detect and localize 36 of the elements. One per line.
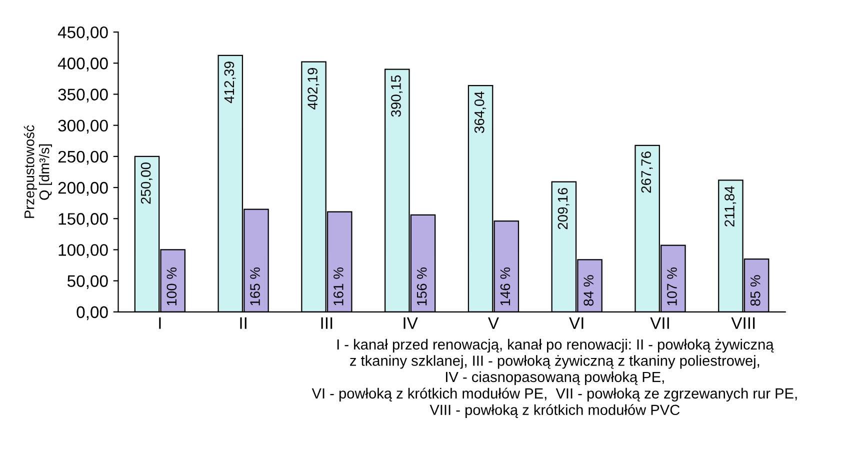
data-label: 390,15 [391, 75, 403, 117]
x-tick-label: II [240, 317, 246, 329]
data-label: 146 % [500, 267, 510, 306]
data-label: 364,04 [474, 91, 486, 134]
y-tick-label: 200,00 [58, 182, 108, 196]
data-label: 267,76 [641, 152, 653, 193]
data-label: 156 % [416, 267, 427, 306]
y-tick-label: 450,00 [58, 26, 108, 40]
data-label: 209,16 [558, 188, 570, 230]
y-tick-label: 250,00 [58, 150, 108, 165]
data-label: 211,84 [724, 186, 736, 226]
y-tick-label: 400,00 [58, 58, 108, 72]
x-tick-label: IV [404, 317, 418, 329]
y-tick-label: 0,00 [76, 306, 108, 320]
text: I - kanał przed renowacją, kanał po renowacji: II - powłoką żywiczną z tkaniny szklanej, III - powłoką żywiczną z tkaniny poliestrowej, IV - ciasnopasowaną powłoką PE, VI - powłoką z krótkich modułów PE, VII - powłoką ze zgrzewanych rur PE, VIII - powłoką z krótkich modułów PVC [312, 338, 797, 418]
y-tick-label: 300,00 [58, 120, 108, 134]
data-label: 165 % [250, 267, 260, 306]
x-tick-label: VI [569, 317, 584, 329]
x-tick-label: I [159, 317, 161, 329]
x-tick-label: V [488, 317, 499, 329]
data-label: 250,00 [140, 162, 152, 204]
y-tick-label: 50,00 [67, 275, 108, 289]
data-label: 412,39 [224, 62, 236, 104]
data-label: 84 % [584, 275, 594, 306]
data-label: 161 % [334, 267, 344, 306]
data-label: 402,19 [308, 68, 320, 110]
y-tick-label: 350,00 [58, 88, 108, 102]
data-label: 85 % [750, 275, 760, 306]
y-tick-label: 100,00 [58, 244, 108, 258]
data-label: 100 % [166, 267, 177, 306]
x-tick-label: VIII [731, 317, 755, 329]
x-tick-label: III [321, 317, 332, 329]
y-tick-label: 150,00 [58, 213, 108, 227]
y-axis-title: Przepustowość Q [dm³/s] [24, 125, 52, 218]
x-tick-label: VII [650, 317, 669, 329]
data-label: 107 % [667, 267, 677, 306]
